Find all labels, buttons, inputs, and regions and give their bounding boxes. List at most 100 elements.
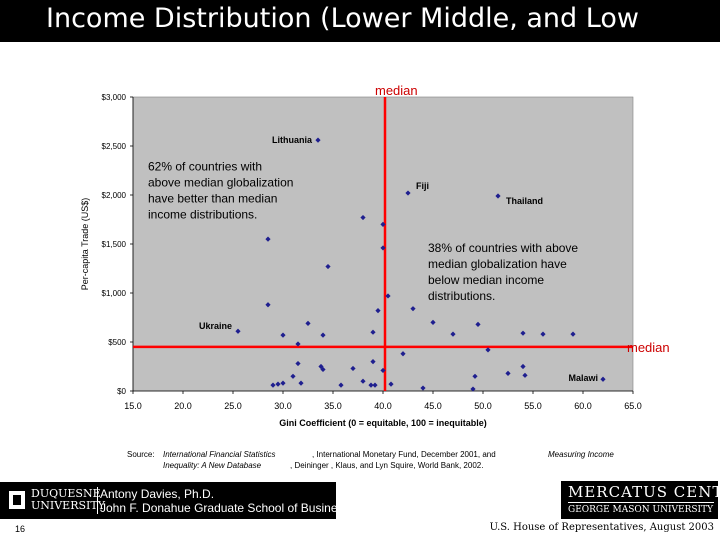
x-tick-label: 20.0 <box>174 401 192 411</box>
author-name: Antony Davies, Ph.D. <box>100 487 215 501</box>
data-point <box>475 321 481 327</box>
point-label: Malawi <box>568 373 598 383</box>
annotation-2-line: distributions. <box>428 289 495 303</box>
banner-divider <box>97 487 98 514</box>
y-axis-title: Per-capita Trade (US$) <box>80 198 90 291</box>
x-tick-label: 55.0 <box>524 401 542 411</box>
source-ref1-rest: , International Monetary Fund, December … <box>312 450 496 459</box>
data-point <box>522 372 528 378</box>
data-point <box>380 221 386 227</box>
y-tick-label: $3,000 <box>102 93 127 102</box>
data-point <box>368 382 374 388</box>
footer-credit: U.S. House of Representatives, August 20… <box>489 522 714 533</box>
annotation-2-line: 38% of countries with above <box>428 241 578 255</box>
annotation-1-line: have better than median <box>148 192 277 206</box>
x-tick-label: 30.0 <box>274 401 292 411</box>
data-point <box>370 359 376 365</box>
duquesne-banner: DUQUESNE UNIVERSITY Antony Davies, Ph.D.… <box>0 482 350 519</box>
school-name: John F. Donahue Graduate School of Busin… <box>100 501 350 515</box>
mercatus-name: MERCATUS CENTER <box>568 483 720 501</box>
data-point <box>280 380 286 386</box>
data-point <box>320 366 326 373</box>
university-line2: UNIVERSITY <box>31 499 105 512</box>
duquesne-logo-icon <box>9 491 25 509</box>
data-point <box>380 367 386 374</box>
data-point <box>520 330 526 336</box>
data-point <box>600 376 606 382</box>
source-ref1-title: International Financial Statistics <box>163 450 276 459</box>
annotation-1-line: income distributions. <box>148 208 257 222</box>
annotation-2-line: below median income <box>428 273 544 287</box>
x-axis-title: Gini Coefficient (0 = equitable, 100 = i… <box>279 418 487 428</box>
data-point <box>470 386 476 392</box>
data-point <box>320 332 326 338</box>
author-block: Antony Davies, Ph.D. John F. Donahue Gra… <box>100 487 350 515</box>
data-point <box>540 331 546 337</box>
data-point <box>290 373 296 379</box>
source-ref2-rest: , Deininger , Klaus, and Lyn Squire, Wor… <box>290 461 484 470</box>
x-tick-label: 45.0 <box>424 401 442 411</box>
annotation-1-line: above median globalization <box>148 176 293 190</box>
data-point <box>350 365 356 372</box>
point-label: Fiji <box>416 181 429 191</box>
source-ref1-extra: Measuring Income <box>548 450 614 459</box>
data-point <box>450 331 456 337</box>
data-point <box>265 302 271 308</box>
source-label: Source: <box>127 450 155 459</box>
x-tick-label: 25.0 <box>224 401 242 411</box>
data-point <box>295 341 301 347</box>
y-tick-label: $1,000 <box>102 289 127 298</box>
data-point <box>520 363 526 370</box>
x-tick-label: 65.0 <box>624 401 642 411</box>
data-point <box>372 382 378 388</box>
data-point <box>275 381 281 387</box>
point-label: Thailand <box>506 196 543 206</box>
y-tick-label: $0 <box>117 387 126 396</box>
mercatus-rule <box>568 502 714 503</box>
data-point <box>485 347 491 353</box>
page-number: 16 <box>15 524 26 534</box>
x-tick-label: 50.0 <box>474 401 492 411</box>
data-point <box>380 245 386 251</box>
data-point <box>388 381 394 387</box>
data-point <box>280 332 286 338</box>
source-ref2-title: Inequality: A New Database <box>163 461 262 470</box>
point-label: Ukraine <box>199 321 232 331</box>
x-tick-label: 60.0 <box>574 401 592 411</box>
data-point <box>265 236 271 242</box>
mercatus-banner: MERCATUS CENTER GEORGE MASON UNIVERSITY <box>561 481 720 519</box>
data-point <box>235 328 241 334</box>
data-point <box>360 378 366 384</box>
plot-area <box>132 96 634 392</box>
data-point <box>570 331 576 337</box>
data-point <box>405 190 411 196</box>
data-point <box>410 306 416 312</box>
data-point <box>385 293 391 299</box>
data-point <box>430 319 436 325</box>
y-tick-label: $500 <box>108 338 126 347</box>
data-point <box>370 329 376 335</box>
annotation-2-line: median globalization have <box>428 257 567 271</box>
median-label-vertical: median <box>375 83 418 98</box>
data-point <box>305 320 311 326</box>
data-point <box>325 263 331 270</box>
data-point <box>495 193 501 199</box>
point-label: Lithuania <box>272 135 313 145</box>
x-tick-label: 15.0 <box>124 401 142 411</box>
duquesne-wordmark: DUQUESNE UNIVERSITY <box>31 488 105 512</box>
median-label-horizontal: median <box>627 340 670 355</box>
university-line1: DUQUESNE <box>31 487 101 500</box>
data-point <box>400 351 406 357</box>
x-tick-label: 35.0 <box>324 401 342 411</box>
data-point <box>270 382 276 388</box>
data-point <box>295 360 301 367</box>
data-point <box>375 308 381 314</box>
slide-title: Income Distribution (Lower Middle, and L… <box>46 3 639 34</box>
y-tick-label: $2,500 <box>102 142 127 151</box>
mercatus-subtitle: GEORGE MASON UNIVERSITY <box>568 505 714 515</box>
data-point <box>360 214 366 221</box>
data-point <box>472 373 478 379</box>
data-point <box>315 137 321 143</box>
y-tick-label: $2,000 <box>102 191 127 200</box>
